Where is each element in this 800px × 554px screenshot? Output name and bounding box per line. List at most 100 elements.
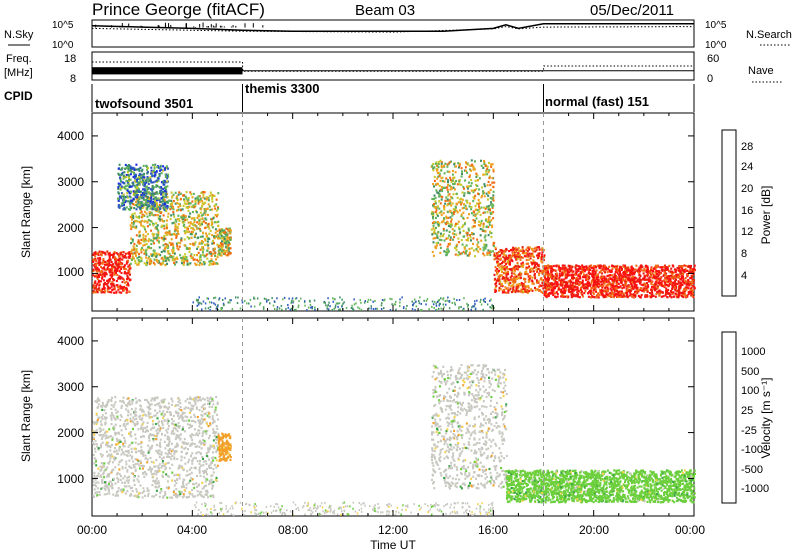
power-cell	[118, 275, 121, 278]
power-cell	[111, 281, 114, 284]
power-cell	[101, 287, 104, 290]
power-ground-cell	[325, 304, 327, 307]
power-cell	[449, 176, 452, 179]
power-cell	[592, 282, 595, 285]
power-cell	[439, 243, 442, 246]
power-cell	[104, 260, 107, 263]
power-cell	[528, 248, 531, 251]
power-cell	[216, 233, 219, 236]
power-cell	[140, 174, 143, 177]
power-cell	[104, 271, 107, 274]
power-cell	[515, 287, 518, 290]
power-cell	[474, 205, 477, 208]
power-cell	[640, 283, 643, 286]
power-cell	[650, 280, 653, 284]
power-cell	[211, 226, 214, 229]
power-cell	[211, 198, 214, 201]
power-cell	[220, 228, 223, 232]
power-cell	[476, 174, 479, 177]
power-cell	[575, 277, 578, 280]
power-cell	[129, 224, 132, 227]
power-cell	[561, 287, 564, 290]
power-cell	[199, 224, 202, 227]
power-cell	[147, 167, 149, 170]
power-cell	[149, 220, 152, 223]
power-cell	[437, 224, 440, 227]
power-cell	[657, 271, 660, 274]
power-cell	[615, 268, 618, 271]
power-cell	[447, 199, 450, 202]
power-cell	[107, 264, 110, 267]
power-cell	[167, 167, 169, 170]
power-cell	[162, 262, 165, 265]
power-cell	[136, 257, 139, 260]
power-cell	[628, 269, 631, 272]
power-ground-cell	[399, 304, 401, 307]
power-cell	[503, 250, 506, 253]
power-cell	[133, 168, 136, 171]
power-cell	[214, 228, 217, 231]
power-cell	[629, 278, 632, 282]
power-cell	[159, 190, 162, 193]
power-cell	[115, 279, 118, 283]
power-cell	[181, 256, 184, 259]
power-cell	[179, 204, 182, 207]
power-ground-cell	[411, 308, 414, 311]
power-cell	[629, 291, 631, 294]
power-cell	[559, 281, 562, 285]
power-cell	[568, 268, 571, 271]
power-cell	[194, 199, 197, 202]
power-cell	[615, 287, 618, 290]
power-cell	[504, 286, 507, 289]
power-cell	[637, 289, 640, 292]
power-cell	[121, 171, 124, 174]
power-cell	[142, 233, 145, 236]
power-cell	[102, 273, 105, 276]
power-cell	[589, 292, 592, 295]
power-cell	[181, 259, 183, 262]
power-cell	[486, 165, 489, 168]
power-cell	[663, 280, 666, 283]
power-cell	[521, 283, 524, 286]
power-cell	[506, 278, 509, 281]
power-cell	[467, 163, 469, 166]
power-cell	[153, 233, 156, 236]
power-cell	[573, 276, 576, 280]
power-cell	[127, 174, 130, 177]
power-cell	[138, 255, 141, 258]
power-cell	[199, 211, 202, 214]
power-cell	[676, 294, 679, 297]
power-cell	[98, 275, 101, 278]
power-cell	[119, 277, 122, 280]
power-cell	[215, 198, 218, 201]
power-cell	[643, 268, 646, 271]
power-cell	[562, 291, 565, 294]
power-cell	[132, 245, 135, 248]
power-cell	[114, 258, 117, 261]
power-cell	[162, 191, 164, 194]
power-cell	[146, 177, 149, 180]
power-ground-cell	[311, 305, 313, 308]
power-cell	[189, 202, 192, 205]
power-cell	[535, 269, 538, 272]
power-cell	[681, 279, 684, 283]
power-cell	[150, 181, 153, 184]
power-cell	[542, 270, 544, 273]
power-ground-cell	[367, 298, 370, 301]
power-cell	[602, 290, 605, 293]
power-cell	[472, 191, 475, 194]
power-cell	[189, 233, 192, 236]
power-cell	[448, 161, 451, 164]
power-cell	[624, 280, 627, 283]
power-cell	[118, 206, 121, 209]
power-cell	[583, 292, 586, 295]
power-cell	[106, 259, 109, 263]
power-cell	[160, 218, 163, 221]
power-cell	[141, 225, 144, 228]
power-cell	[594, 285, 597, 288]
power-cell	[162, 188, 165, 191]
power-cell	[166, 246, 169, 250]
power-cell	[507, 257, 510, 260]
power-cell	[666, 284, 669, 287]
power-cell	[134, 252, 137, 255]
